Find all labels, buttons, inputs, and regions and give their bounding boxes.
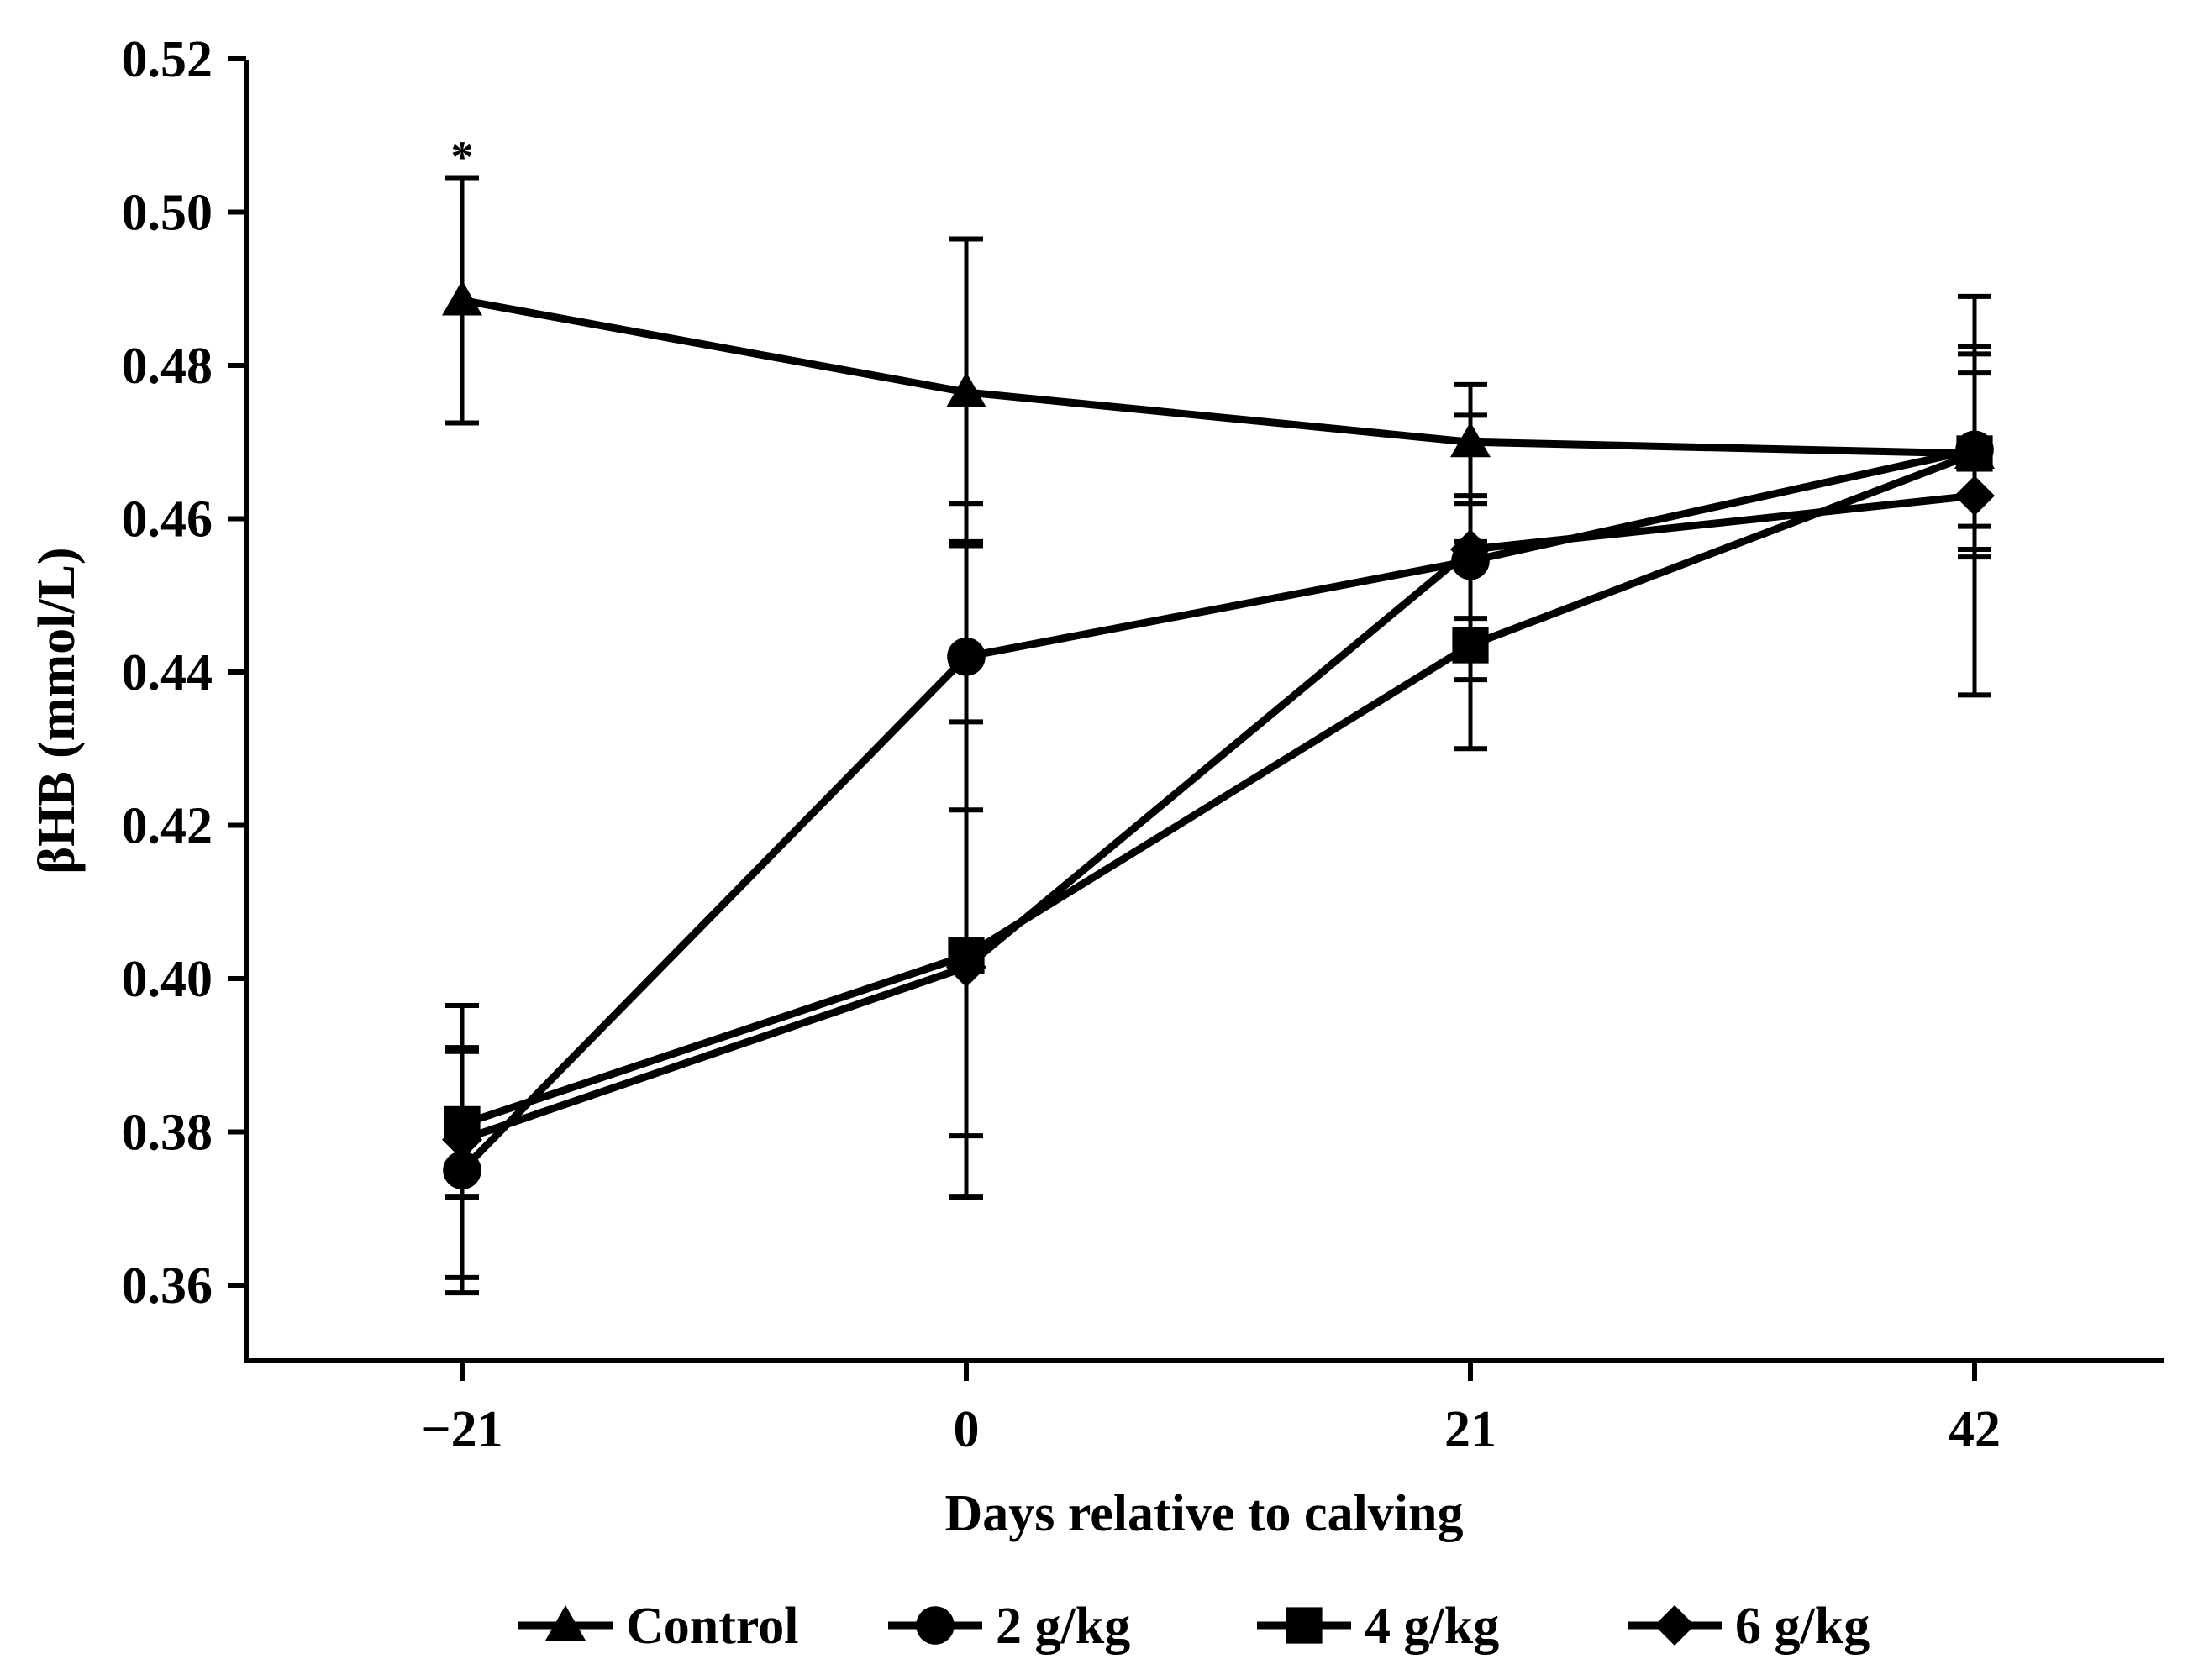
y-axis-title: βHB (mmol/L) [29, 547, 86, 874]
y-tick-label: 0.50 [122, 185, 213, 242]
y-tick-label: 0.40 [122, 951, 213, 1008]
legend-label: 4 g/kg [1365, 1598, 1499, 1655]
series-lines [459, 297, 1976, 1173]
series-line-4-g-kg [460, 449, 1976, 1128]
x-axis-title: Days relative to calving [944, 1485, 1463, 1542]
point-6-g-kg [442, 1119, 482, 1160]
x-tick-label: −21 [421, 1401, 502, 1458]
point-6-g-kg [946, 947, 986, 988]
point-4-g-kg [1956, 435, 1993, 472]
point-2-g-kg [443, 1151, 481, 1189]
point-2-g-kg [947, 637, 986, 676]
series-line-6-g-kg [460, 491, 1975, 1143]
legend-item-control: Control [518, 1598, 799, 1655]
y-tick-label: 0.42 [122, 798, 213, 855]
legend-label: Control [626, 1598, 799, 1655]
axes [244, 60, 2164, 1363]
point-6-g-kg [1954, 475, 1995, 517]
point-control [946, 371, 986, 407]
significance-marker: * [451, 132, 474, 182]
legend-marker-triangle [545, 1605, 586, 1641]
legend-label: 6 g/kg [1735, 1598, 1870, 1655]
point-6-g-kg [1450, 529, 1491, 570]
y-axis-ticks: 0.36 0.38 0.40 0.42 0.44 0.46 0.48 0.50 0.52 [122, 31, 246, 1315]
x-axis-ticks: −21 0 21 42 [421, 1361, 2001, 1458]
series-markers [442, 280, 1995, 1189]
legend-item-2-g-kg: 2 g/kg [888, 1598, 1130, 1655]
legend-marker-circle [916, 1606, 955, 1645]
point-control [1450, 422, 1491, 458]
y-tick-label: 0.44 [122, 644, 213, 701]
legend-marker-square [1286, 1607, 1323, 1644]
x-tick-label: 21 [1444, 1401, 1496, 1458]
y-tick-label: 0.46 [122, 491, 213, 549]
legend: Control 2 g/kg 4 g/kg 6 g/kg [518, 1598, 1870, 1655]
legend-item-6-g-kg: 6 g/kg [1628, 1598, 1870, 1655]
point-4-g-kg [1452, 627, 1489, 664]
y-tick-label: 0.38 [122, 1105, 213, 1162]
y-tick-label: 0.52 [122, 31, 213, 88]
series-line-control [461, 297, 1975, 458]
y-tick-label: 0.48 [122, 338, 213, 395]
x-tick-label: 42 [1949, 1401, 2001, 1458]
error-bars [445, 175, 1991, 1296]
x-tick-label: 0 [954, 1401, 980, 1458]
legend-item-4-g-kg: 4 g/kg [1257, 1598, 1499, 1655]
y-tick-label: 0.36 [122, 1257, 213, 1315]
series-line-2-g-kg [459, 445, 1975, 1173]
series-layer [442, 175, 1995, 1296]
legend-marker-diamond [1654, 1605, 1695, 1646]
legend-label: 2 g/kg [996, 1598, 1130, 1655]
annotation-layer: * [451, 132, 474, 182]
point-control [442, 280, 482, 316]
